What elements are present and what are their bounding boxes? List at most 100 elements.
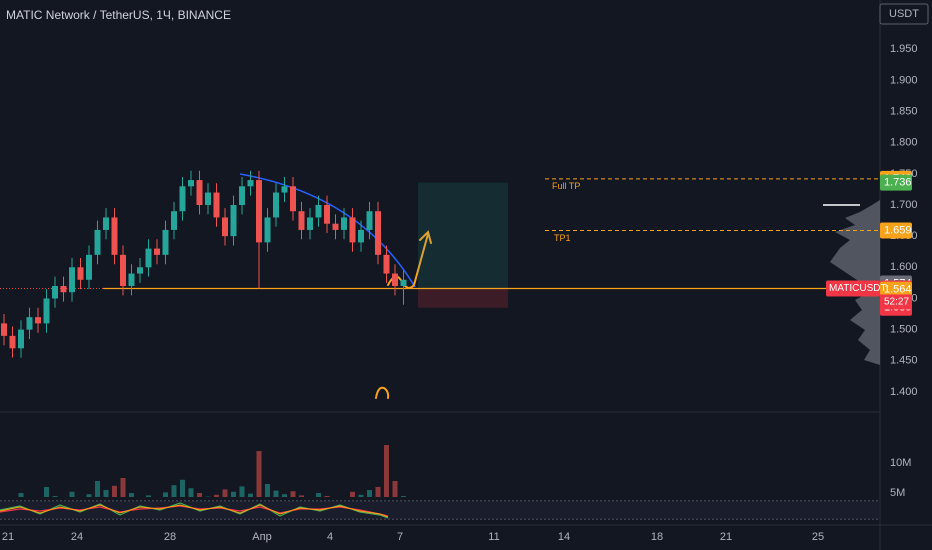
y-tick-label: 1.900 [890, 74, 918, 86]
x-tick-label: 11 [488, 531, 499, 543]
osc-line [0, 504, 389, 518]
x-tick-label: 21 [2, 531, 14, 543]
candle-body [349, 217, 356, 243]
candle-body [392, 273, 398, 287]
target-zone [418, 182, 508, 289]
y-tick-label: 1.800 [890, 137, 918, 149]
candle-body [383, 254, 390, 274]
price-tag [880, 281, 912, 298]
candle-body [332, 223, 339, 230]
price-tag-label: 1.659 [884, 224, 912, 236]
volume-bar [316, 493, 321, 497]
candle-body [298, 211, 305, 230]
candle-body [94, 229, 101, 255]
y-tick-label: 1.700 [890, 199, 918, 211]
volume-bar [52, 496, 58, 497]
volume-bar [273, 490, 279, 497]
candle-body [222, 217, 228, 237]
volume-bar [401, 496, 406, 497]
volume-tick-label: 10M [890, 457, 911, 469]
candle-body [60, 286, 67, 293]
candle-body [128, 273, 135, 287]
x-tick-label: 7 [397, 531, 403, 543]
x-tick-label: 25 [812, 531, 824, 543]
currency: USDT [889, 8, 919, 20]
candle-body [111, 217, 118, 255]
candle-body [171, 211, 177, 230]
symbol-tag [826, 280, 880, 297]
candle-body [307, 217, 313, 230]
candle-body [239, 186, 245, 205]
volume-bar [299, 495, 304, 497]
volume-bar [256, 451, 262, 497]
volume-bar [350, 491, 355, 497]
volume-bar [239, 486, 245, 497]
volume-bar [112, 485, 117, 497]
volume-bar [197, 493, 202, 497]
candle-body [247, 180, 254, 187]
y-tick-label: 1.600 [890, 261, 918, 273]
candle-body [77, 267, 84, 280]
candle-body [120, 254, 126, 287]
volume-bar [120, 478, 126, 497]
candle-body [230, 205, 237, 237]
y-tick-label: 1.500 [890, 324, 918, 336]
price-tag [880, 174, 912, 191]
candle-body [188, 180, 194, 187]
candle-body [366, 211, 373, 230]
y-tick-label: 1.950 [890, 43, 918, 55]
candle-body [256, 180, 262, 243]
candle-body [281, 186, 288, 193]
volume-bar [282, 494, 287, 497]
x-tick-label: 21 [720, 531, 732, 543]
candle-body [9, 335, 16, 349]
candle-body [162, 229, 169, 255]
volume-bar [290, 491, 296, 497]
volume-bar [163, 492, 168, 497]
volume-bar [375, 487, 381, 497]
countdown-label: 52:27 [884, 297, 909, 308]
volume-bar [358, 494, 364, 497]
volume-bar [86, 494, 92, 497]
volume-bar [69, 491, 75, 497]
candle-body [86, 254, 92, 280]
candle-body [18, 329, 24, 349]
volume-bar [171, 485, 177, 497]
volume-bar [367, 490, 372, 497]
volume-bar [103, 490, 109, 497]
y-tick-label: 1.400 [890, 386, 918, 398]
volume-bar [18, 493, 24, 497]
volume-bar [231, 491, 236, 497]
x-tick-label: 14 [558, 531, 570, 543]
x-tick-label: 24 [71, 531, 83, 543]
candle-body [26, 317, 33, 330]
candle-body [341, 217, 347, 230]
volume-bar [324, 496, 330, 497]
volume-bar [129, 493, 134, 497]
volume-profile [830, 200, 880, 365]
candle-body [137, 267, 143, 274]
x-tick-label: 18 [651, 531, 663, 543]
volume-bar [222, 489, 228, 497]
volume-bar [214, 494, 219, 497]
y-tick-label: 1.850 [890, 105, 918, 117]
price-tag-label: 1.736 [884, 176, 912, 188]
currency-box[interactable] [879, 3, 929, 25]
candle-body [205, 192, 211, 205]
volume-bar [146, 495, 151, 497]
candle-body [324, 205, 330, 224]
volume-bar [392, 481, 398, 497]
volume-bar [248, 493, 253, 497]
candle-body [273, 192, 279, 218]
x-tick-label: Апр [252, 531, 271, 543]
candle-body [145, 248, 152, 268]
x-tick-label: 4 [327, 531, 333, 543]
level-label: Full TP [552, 181, 580, 191]
candle-body [43, 298, 50, 324]
candle-body [1, 323, 7, 336]
candle-body [35, 317, 41, 324]
candle-body [315, 205, 322, 218]
candle-body [375, 211, 381, 255]
